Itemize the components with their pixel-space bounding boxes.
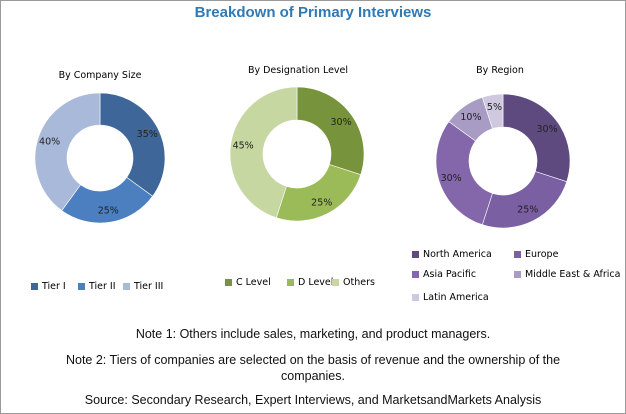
legend-item: D Level [287,277,333,288]
chart-1-title: By Company Size [58,70,142,81]
data-label: 25% [517,205,538,216]
legend-label: Latin America [423,292,489,303]
legend-swatch [332,279,339,286]
legend-label: C Level [236,277,271,288]
legend-item: Tier III [123,281,163,292]
legend-swatch [514,271,521,278]
legend-item: Asia Pacific [412,269,476,280]
donut-slice-c-level [296,86,365,176]
donut-slice-latin-america [481,93,504,130]
legend-item: Tier I [31,281,66,292]
legend-label: North America [423,249,492,260]
legend-item: North America [412,249,492,260]
legend-swatch [287,279,294,286]
legend-label: Europe [525,249,559,260]
data-label: 25% [311,198,332,209]
donut-slice-others [229,86,298,219]
data-label: 10% [460,112,481,123]
chart-3-title: By Region [476,65,524,76]
data-label: 40% [39,137,60,148]
legend-label: Asia Pacific [423,269,477,280]
legend-swatch [514,251,521,258]
donut-slice-north-america [502,93,571,183]
note-2: Note 2: Tiers of companies are selected … [65,353,561,383]
data-label: 45% [233,140,254,151]
source-note: Source: Secondary Research, Expert Inter… [84,393,542,407]
data-label: 25% [98,205,119,216]
legend-swatch [412,251,419,258]
data-label: 30% [537,124,558,135]
legend-item: Others [332,277,375,288]
legend-label: Others [343,277,375,288]
donut-slice-tier-ii [61,176,154,224]
legend-label: Tier I [42,281,66,292]
legend-label: Tier II [89,281,116,292]
donut-slice-europe [481,171,568,229]
legend-item: Latin America [412,292,489,303]
data-label: 30% [331,117,352,128]
legend-swatch [412,271,419,278]
chart-2-title: By Designation Level [247,65,349,76]
legend-label: Tier III [134,281,164,292]
legend-item: C Level [225,277,271,288]
data-label: 35% [137,129,158,140]
legend-item: Middle East & Africa [514,269,620,280]
donut-slice-tier-iii [34,92,101,212]
legend-label: Middle East & Africa [525,269,621,280]
note-1: Note 1: Others include sales, marketing,… [135,327,491,341]
legend-item: Europe [514,249,558,260]
donut-slice-tier-i [99,92,166,197]
legend-swatch [78,283,85,290]
legend-swatch [123,283,130,290]
legend-swatch [225,279,232,286]
data-label: 5% [487,102,502,113]
data-label: 30% [441,173,462,184]
legend-swatch [412,294,419,301]
donut-slice-d-level [275,164,362,222]
legend-label: D Level [298,277,334,288]
donut-slice-asia-pacific [435,121,493,226]
legend-swatch [31,283,38,290]
chart-title: Breakdown of Primary Interviews [194,4,432,21]
legend-item: Tier II [78,281,116,292]
